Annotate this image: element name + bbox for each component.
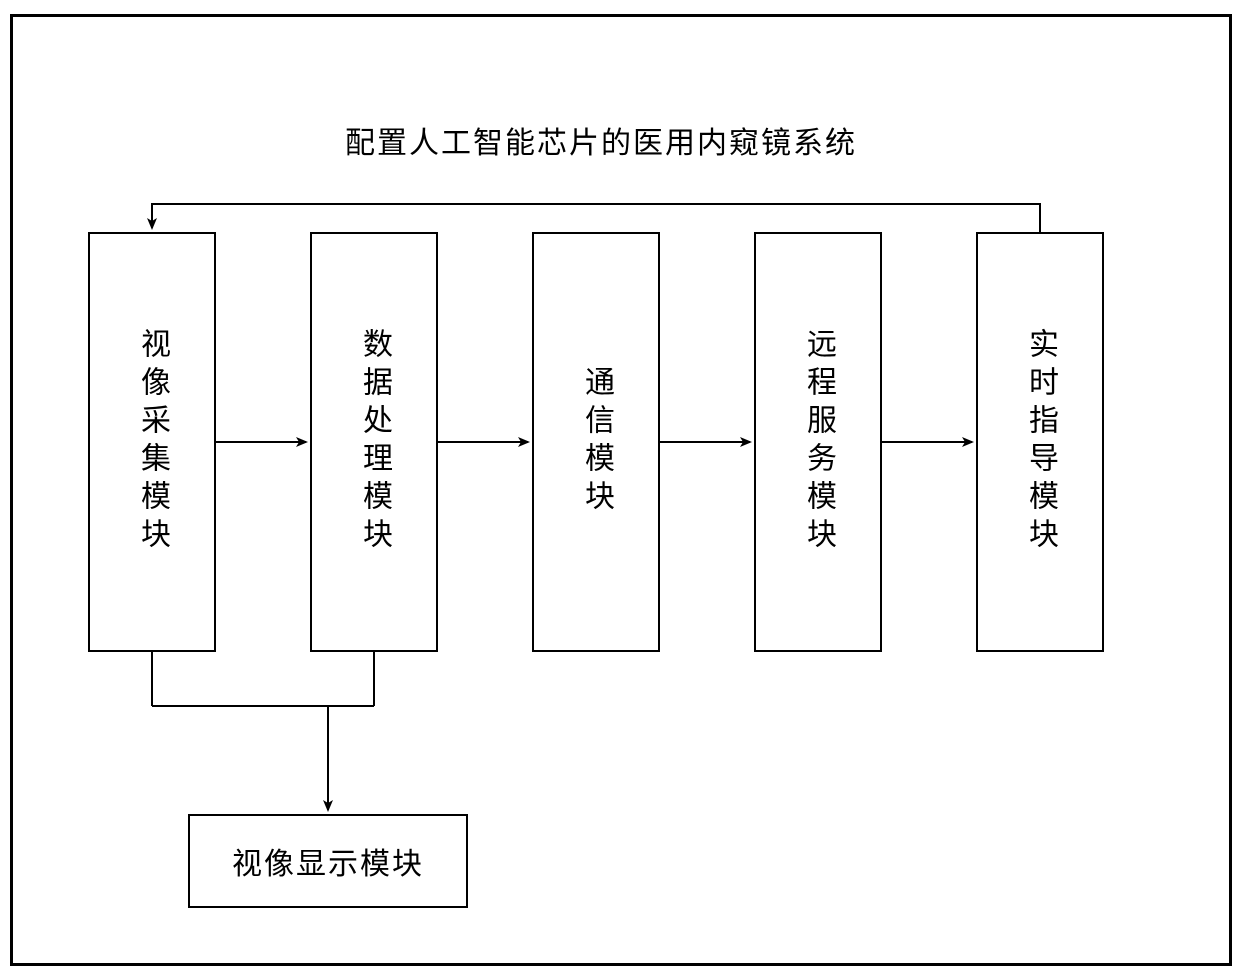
module-display-label: 视像显示模块 <box>232 839 424 883</box>
module-remote-label: 远程服务模块 <box>794 328 842 556</box>
module-process: 数据处理模块 <box>310 232 438 652</box>
diagram-stage: 配置人工智能芯片的医用内窥镜系统 视像采集模块 数据处理模块 通信模块 远程服务… <box>0 0 1240 979</box>
module-capture: 视像采集模块 <box>88 232 216 652</box>
module-comm: 通信模块 <box>532 232 660 652</box>
module-process-label: 数据处理模块 <box>350 328 398 556</box>
module-capture-label: 视像采集模块 <box>128 328 176 556</box>
module-comm-label: 通信模块 <box>572 366 620 518</box>
module-display: 视像显示模块 <box>188 814 468 908</box>
module-guidance: 实时指导模块 <box>976 232 1104 652</box>
module-remote: 远程服务模块 <box>754 232 882 652</box>
module-guidance-label: 实时指导模块 <box>1016 328 1064 556</box>
diagram-title: 配置人工智能芯片的医用内窥镜系统 <box>345 118 857 162</box>
